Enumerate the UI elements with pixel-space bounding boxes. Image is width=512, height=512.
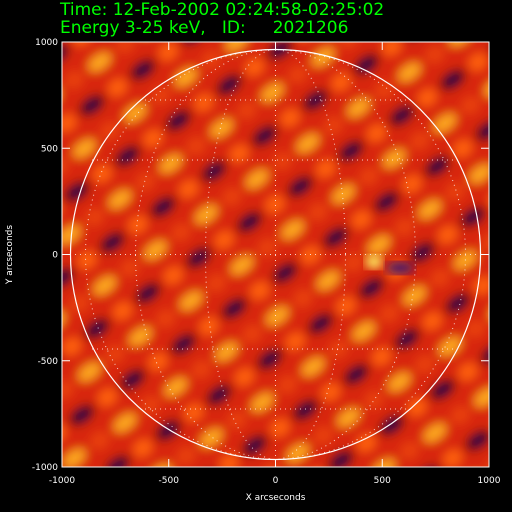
y-tick-label: 500 (41, 144, 58, 154)
y-tick-label: -1000 (32, 463, 58, 473)
x-tick-label: -1000 (49, 476, 75, 486)
y-tick-label: 0 (52, 251, 58, 261)
x-axis-label: X arcseconds (246, 493, 306, 503)
x-tick-label: 1000 (478, 476, 501, 486)
x-tick-label: -500 (159, 476, 180, 486)
y-tick-label: -500 (38, 357, 59, 367)
x-tick-label: 0 (273, 476, 279, 486)
title: Time: 12-Feb-2002 02:24:58-02:25:02 (59, 0, 384, 20)
y-axis-label: Y arcseconds (5, 225, 15, 285)
x-tick-label: 500 (374, 476, 391, 486)
subtitle: Energy 3-25 keV, ID: 2021206 (60, 18, 348, 38)
y-tick-label: 1000 (35, 38, 58, 48)
image (62, 42, 489, 467)
